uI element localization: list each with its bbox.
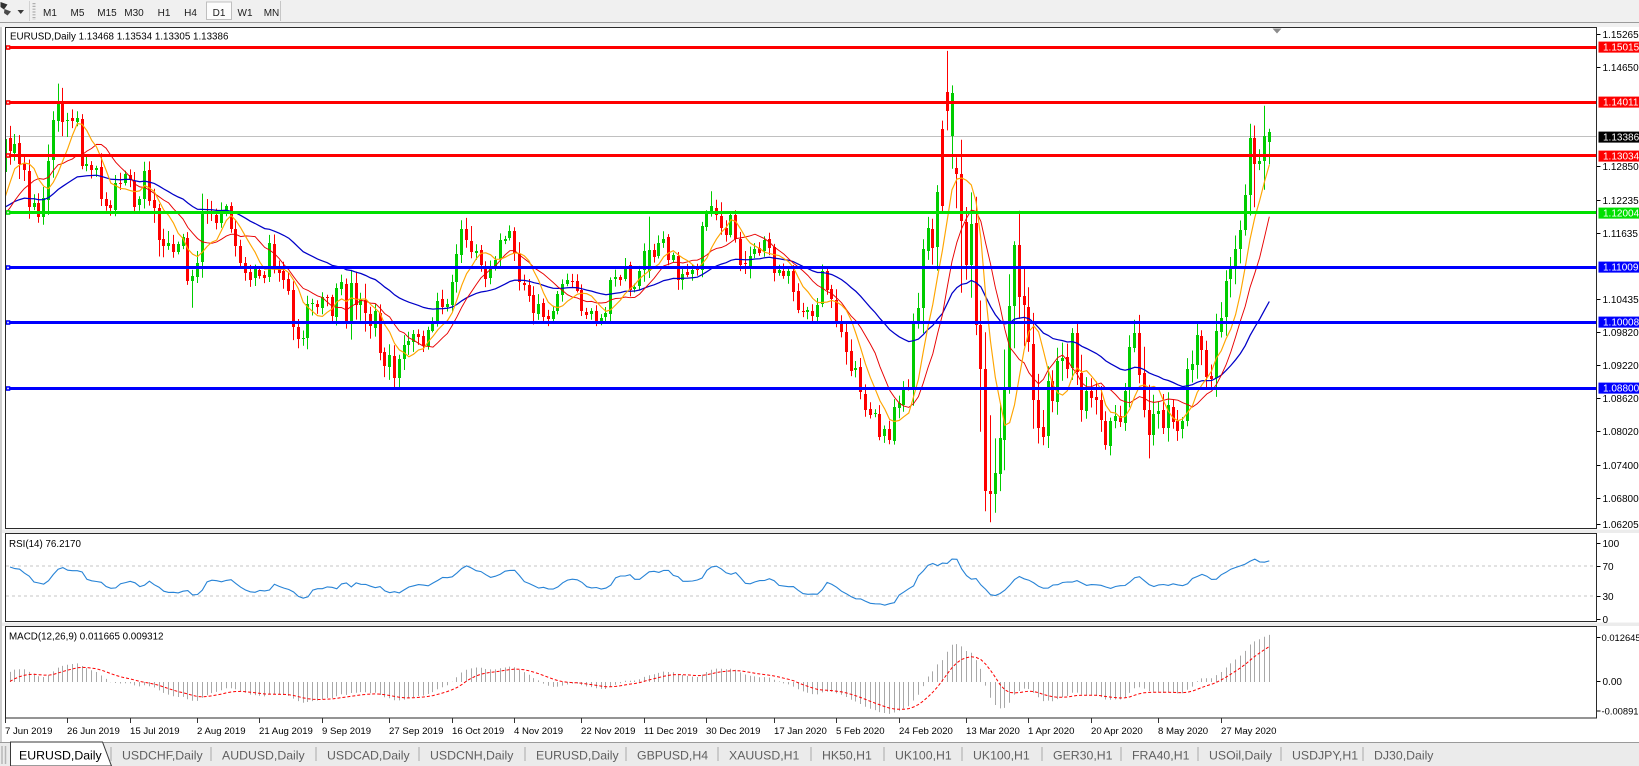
svg-text:USDCAD,Daily: USDCAD,Daily	[327, 749, 411, 763]
svg-text:1.09220: 1.09220	[1603, 361, 1639, 372]
svg-text:1.13386: 1.13386	[1603, 133, 1639, 144]
svg-text:1.10435: 1.10435	[1603, 295, 1639, 306]
svg-text:UK100,H1: UK100,H1	[895, 749, 952, 763]
svg-text:8 May 2020: 8 May 2020	[1158, 726, 1208, 737]
svg-text:27 Sep 2019: 27 Sep 2019	[389, 726, 443, 737]
svg-text:W1: W1	[238, 8, 253, 19]
svg-text:-0.00891: -0.00891	[1602, 705, 1639, 716]
svg-text:1.14011: 1.14011	[1603, 98, 1639, 109]
svg-text:UK100,H1: UK100,H1	[973, 749, 1030, 763]
svg-text:1.11635: 1.11635	[1603, 229, 1639, 240]
svg-text:RSI(14) 76.2170: RSI(14) 76.2170	[9, 539, 81, 550]
svg-text:1.13034: 1.13034	[1603, 152, 1639, 163]
svg-text:USDJPY,H1: USDJPY,H1	[1292, 749, 1358, 763]
svg-text:11 Dec 2019: 11 Dec 2019	[644, 726, 698, 737]
svg-text:XAUUSD,H1: XAUUSD,H1	[729, 749, 800, 763]
svg-text:H1: H1	[158, 8, 171, 19]
svg-text:7 Jun 2019: 7 Jun 2019	[5, 726, 52, 737]
svg-text:9 Sep 2019: 9 Sep 2019	[322, 726, 371, 737]
svg-text:DJ30,Daily: DJ30,Daily	[1374, 749, 1434, 763]
svg-text:GER30,H1: GER30,H1	[1053, 749, 1113, 763]
svg-text:100: 100	[1603, 539, 1620, 550]
svg-text:MACD(12,26,9) 0.011665 0.00931: MACD(12,26,9) 0.011665 0.009312	[9, 632, 164, 643]
svg-text:D1: D1	[213, 8, 226, 19]
svg-text:16 Oct 2019: 16 Oct 2019	[452, 726, 504, 737]
svg-text:5 Feb 2020: 5 Feb 2020	[836, 726, 885, 737]
svg-text:M15: M15	[97, 8, 117, 19]
svg-text:M30: M30	[124, 8, 144, 19]
svg-text:30 Dec 2019: 30 Dec 2019	[706, 726, 760, 737]
svg-text:1.08800: 1.08800	[1603, 384, 1639, 395]
svg-text:GBPUSD,H4: GBPUSD,H4	[637, 749, 708, 763]
svg-text:1.12235: 1.12235	[1603, 196, 1639, 207]
svg-text:1 Apr 2020: 1 Apr 2020	[1028, 726, 1074, 737]
svg-text:H4: H4	[184, 8, 197, 19]
svg-text:EURUSD,Daily: EURUSD,Daily	[536, 749, 620, 763]
svg-text:30: 30	[1603, 592, 1615, 603]
svg-text:1.12850: 1.12850	[1603, 162, 1639, 173]
svg-text:15 Jul 2019: 15 Jul 2019	[130, 726, 180, 737]
svg-text:20 Apr 2020: 20 Apr 2020	[1091, 726, 1143, 737]
svg-text:EURUSD,Daily: EURUSD,Daily	[19, 749, 103, 763]
svg-text:USOil,Daily: USOil,Daily	[1209, 749, 1273, 763]
svg-text:13 Mar 2020: 13 Mar 2020	[966, 726, 1020, 737]
svg-text:0.012645: 0.012645	[1602, 632, 1639, 643]
svg-text:USDCHF,Daily: USDCHF,Daily	[122, 749, 203, 763]
svg-text:EURUSD,Daily 1.13468 1.13534: EURUSD,Daily 1.13468 1.13534 1.13305 1.1…	[10, 32, 229, 43]
svg-text:USDCNH,Daily: USDCNH,Daily	[430, 749, 514, 763]
svg-text:0: 0	[1603, 615, 1609, 626]
svg-text:1.08620: 1.08620	[1603, 394, 1639, 405]
svg-text:HK50,H1: HK50,H1	[822, 749, 872, 763]
svg-text:0.00: 0.00	[1603, 677, 1623, 688]
svg-text:MN: MN	[264, 8, 280, 19]
svg-text:17 Jan 2020: 17 Jan 2020	[774, 726, 827, 737]
svg-text:27 May 2020: 27 May 2020	[1221, 726, 1276, 737]
svg-text:1.14650: 1.14650	[1603, 63, 1639, 74]
svg-text:1.15015: 1.15015	[1603, 43, 1639, 54]
svg-text:AUDUSD,Daily: AUDUSD,Daily	[222, 749, 306, 763]
svg-text:21 Aug 2019: 21 Aug 2019	[259, 726, 313, 737]
svg-text:1.11009: 1.11009	[1603, 263, 1639, 274]
svg-text:1.09820: 1.09820	[1603, 328, 1639, 339]
svg-text:1.12004: 1.12004	[1603, 209, 1639, 220]
svg-text:2 Aug 2019: 2 Aug 2019	[197, 726, 246, 737]
svg-text:1.15265: 1.15265	[1603, 30, 1639, 41]
svg-text:1.06800: 1.06800	[1603, 494, 1639, 505]
svg-text:M1: M1	[43, 8, 57, 19]
svg-text:1.06205: 1.06205	[1603, 520, 1639, 531]
svg-text:24 Feb 2020: 24 Feb 2020	[899, 726, 953, 737]
svg-text:1.08020: 1.08020	[1603, 427, 1639, 438]
svg-text:4 Nov 2019: 4 Nov 2019	[514, 726, 563, 737]
svg-text:70: 70	[1603, 562, 1615, 573]
svg-text:22 Nov 2019: 22 Nov 2019	[581, 726, 635, 737]
svg-text:1.07400: 1.07400	[1603, 461, 1639, 472]
svg-text:FRA40,H1: FRA40,H1	[1132, 749, 1190, 763]
svg-text:26 Jun 2019: 26 Jun 2019	[67, 726, 120, 737]
svg-text:1.10008: 1.10008	[1603, 318, 1639, 329]
svg-text:M5: M5	[71, 8, 85, 19]
